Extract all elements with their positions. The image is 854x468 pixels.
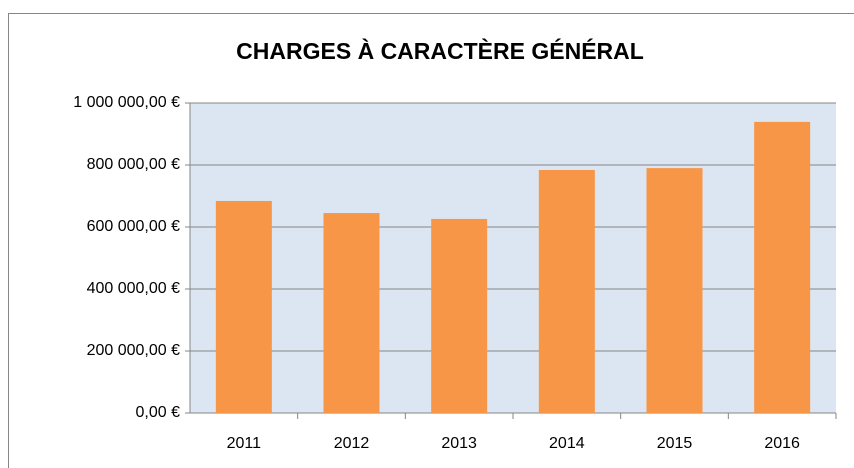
- bar: [215, 200, 272, 413]
- bar: [323, 213, 380, 413]
- y-tick-label: 0,00 €: [136, 404, 181, 421]
- x-tick-label: 2014: [549, 435, 585, 452]
- chart-title: CHARGES À CARACTÈRE GÉNÉRAL: [236, 37, 644, 64]
- plot-area: [190, 103, 836, 413]
- y-tick-label: 600 000,00 €: [87, 218, 181, 235]
- y-tick-label: 200 000,00 €: [87, 342, 181, 359]
- y-tick-label: 400 000,00 €: [87, 280, 181, 297]
- bar: [538, 169, 595, 413]
- x-tick-label: 2016: [764, 435, 800, 452]
- bar: [646, 168, 703, 413]
- bar: [754, 121, 811, 413]
- bar: [431, 218, 488, 413]
- y-tick-label: 800 000,00 €: [87, 156, 181, 173]
- x-tick-label: 2011: [227, 435, 262, 452]
- y-tick-label: 1 000 000,00 €: [73, 94, 180, 111]
- x-tick-label: 2015: [657, 435, 693, 452]
- x-tick-label: 2012: [334, 435, 370, 452]
- x-tick-label: 2013: [441, 435, 477, 452]
